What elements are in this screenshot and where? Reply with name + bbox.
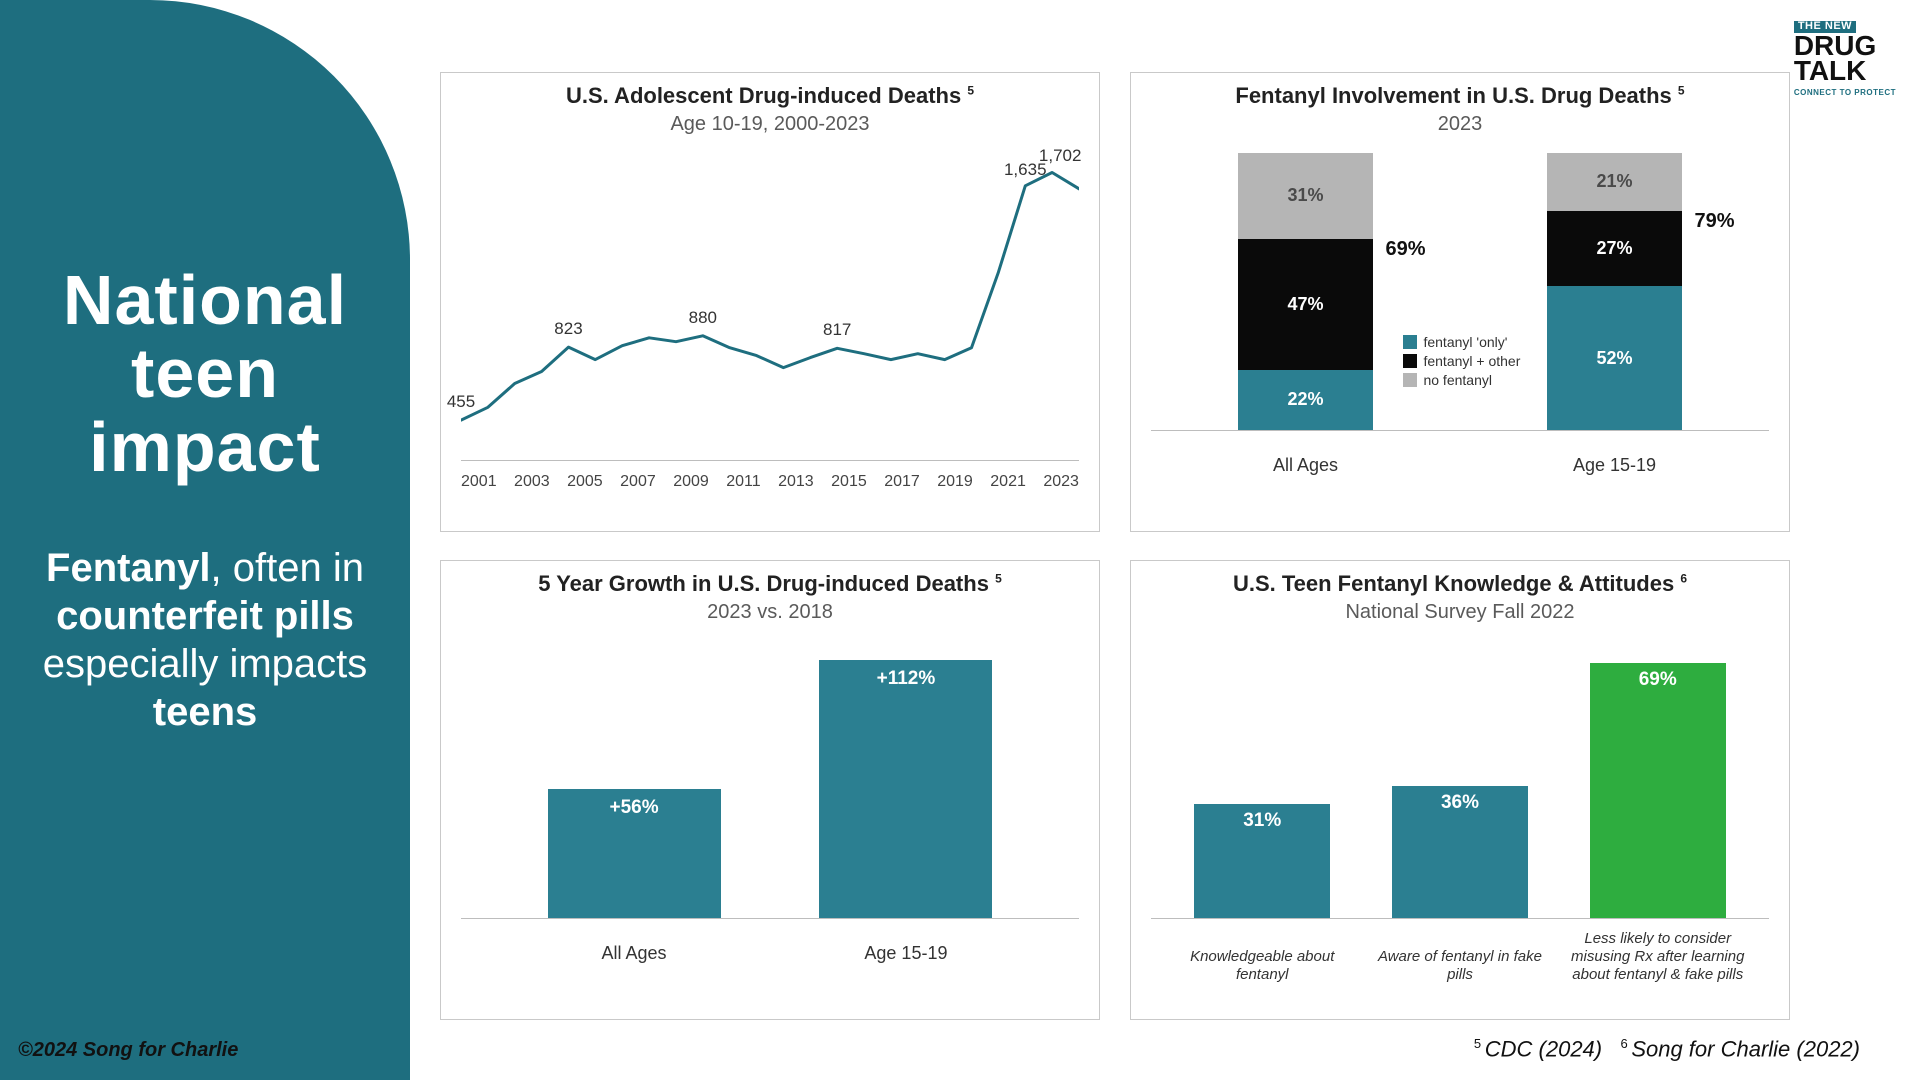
x-tick: 2005 xyxy=(567,473,603,491)
sidebar: National teen impact Fentanyl, often in … xyxy=(0,0,410,1080)
legend-item: fentanyl + other xyxy=(1403,353,1520,369)
bar-rect: 36% xyxy=(1392,786,1528,919)
chart-title: U.S. Teen Fentanyl Knowledge & Attitudes… xyxy=(1131,571,1789,597)
chart-subtitle: National Survey Fall 2022 xyxy=(1131,601,1789,624)
legend-label: fentanyl + other xyxy=(1423,353,1520,369)
stacked-bar: 52% 27% 21% xyxy=(1547,153,1683,431)
chart-title: 5 Year Growth in U.S. Drug-induced Death… xyxy=(441,571,1099,597)
bar-value-label: +112% xyxy=(819,668,992,690)
chart-subtitle: Age 10-19, 2000-2023 xyxy=(441,113,1099,136)
bar-rect: +112% xyxy=(819,660,992,919)
bar-rect: 69% xyxy=(1590,663,1726,919)
data-label: 817 xyxy=(823,320,851,340)
segment-label: 52% xyxy=(1547,348,1683,369)
legend-item: no fentanyl xyxy=(1403,372,1520,388)
chart-subtitle: 2023 xyxy=(1131,113,1789,136)
chart-title: U.S. Adolescent Drug-induced Deaths 5 xyxy=(441,83,1099,109)
bar-segment: 52% xyxy=(1547,286,1683,431)
data-label: 455 xyxy=(447,392,475,412)
bracket-label: 69% xyxy=(1385,238,1425,261)
bar: 69% xyxy=(1590,641,1726,919)
bar: 31% xyxy=(1194,641,1330,919)
bar-rect: +56% xyxy=(548,789,721,919)
segment-label: 31% xyxy=(1238,185,1374,206)
bar: 36% xyxy=(1392,641,1528,919)
x-tick: 2021 xyxy=(990,473,1026,491)
data-label: 880 xyxy=(689,308,717,328)
sidebar-subhead: Fentanyl, often in counterfeit pills esp… xyxy=(30,544,380,736)
bar: +112% xyxy=(819,641,992,919)
category-label: Age 15-19 xyxy=(786,943,1026,964)
data-label: 1,702 xyxy=(1039,146,1082,166)
legend-swatch xyxy=(1403,354,1417,368)
x-tick: 2003 xyxy=(514,473,550,491)
segment-label: 47% xyxy=(1238,294,1374,315)
bar-value-label: 36% xyxy=(1392,792,1528,814)
x-tick: 2009 xyxy=(673,473,709,491)
legend-item: fentanyl 'only' xyxy=(1403,334,1520,350)
stacked-bar: 22% 47% 31% xyxy=(1238,153,1374,431)
category-label: All Ages xyxy=(1206,455,1406,476)
copyright: ©2024 Song for Charlie xyxy=(18,1039,238,1062)
x-tick: 2019 xyxy=(937,473,973,491)
bar-segment: 47% xyxy=(1238,239,1374,370)
bar: +56% xyxy=(548,641,721,919)
citations: 5 CDC (2024) 6 Song for Charlie (2022) xyxy=(1474,1036,1860,1062)
category-label: Aware of fentanyl in fake pills xyxy=(1367,948,1552,984)
category-label: All Ages xyxy=(514,943,754,964)
legend-swatch xyxy=(1403,335,1417,349)
category-label: Less likely to consider misusing Rx afte… xyxy=(1565,930,1750,984)
bar-segment: 31% xyxy=(1238,153,1374,239)
segment-label: 21% xyxy=(1547,171,1683,192)
chart-subtitle: 2023 vs. 2018 xyxy=(441,601,1099,624)
x-tick: 2023 xyxy=(1043,473,1079,491)
bar-rect: 31% xyxy=(1194,804,1330,919)
sidebar-title: National teen impact xyxy=(63,264,347,485)
legend-swatch xyxy=(1403,373,1417,387)
x-tick: 2015 xyxy=(831,473,867,491)
x-tick: 2013 xyxy=(778,473,814,491)
category-label: Knowledgeable about fentanyl xyxy=(1170,948,1355,984)
bar-segment: 22% xyxy=(1238,370,1374,431)
x-tick: 2007 xyxy=(620,473,656,491)
x-tick: 2011 xyxy=(726,473,760,491)
segment-label: 27% xyxy=(1547,238,1683,259)
legend-label: no fentanyl xyxy=(1423,372,1492,388)
chart-title: Fentanyl Involvement in U.S. Drug Deaths… xyxy=(1131,83,1789,109)
bracket-label: 79% xyxy=(1694,210,1734,233)
chart-fentanyl-involvement: Fentanyl Involvement in U.S. Drug Deaths… xyxy=(1130,72,1790,532)
data-label: 823 xyxy=(554,319,582,339)
bar-value-label: 69% xyxy=(1590,669,1726,691)
bar-value-label: 31% xyxy=(1194,810,1330,832)
x-tick: 2001 xyxy=(461,473,497,491)
segment-label: 22% xyxy=(1238,389,1374,410)
chart-knowledge-attitudes: U.S. Teen Fentanyl Knowledge & Attitudes… xyxy=(1130,560,1790,1020)
bar-segment: 21% xyxy=(1547,153,1683,211)
chart-adolescent-deaths: U.S. Adolescent Drug-induced Deaths 5 Ag… xyxy=(440,72,1100,532)
bar-value-label: +56% xyxy=(548,797,721,819)
logo: THE NEW DRUG TALK CONNECT TO PROTECT xyxy=(1794,18,1896,98)
legend-label: fentanyl 'only' xyxy=(1423,334,1507,350)
x-tick: 2017 xyxy=(884,473,920,491)
chart-5yr-growth: 5 Year Growth in U.S. Drug-induced Death… xyxy=(440,560,1100,1020)
bar-segment: 27% xyxy=(1547,211,1683,286)
category-label: Age 15-19 xyxy=(1515,455,1715,476)
legend: fentanyl 'only' fentanyl + other no fentan… xyxy=(1403,331,1520,391)
